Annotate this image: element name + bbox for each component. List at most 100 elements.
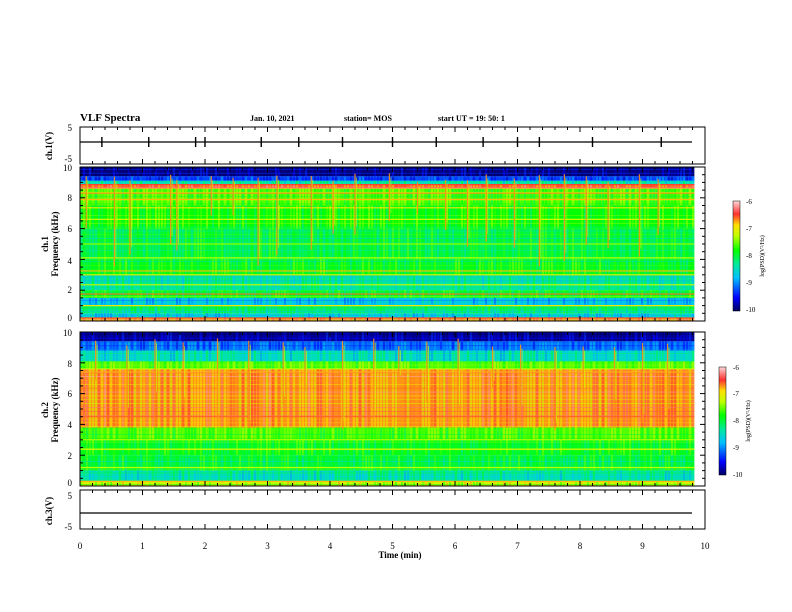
- spectrogram-speckle: [335, 350, 337, 362]
- spectrogram-speckle: [449, 350, 451, 362]
- spectrogram-speckle: [536, 368, 538, 428]
- spectrogram-speckle: [359, 274, 361, 291]
- spectrogram-speckle: [134, 183, 136, 189]
- spectrogram-speckle: [107, 368, 109, 428]
- spectrogram-speckle: [566, 176, 568, 181]
- spectrogram-speckle: [401, 350, 403, 362]
- spectrogram-speckle: [86, 274, 88, 291]
- spectrogram-speckle: [677, 259, 679, 275]
- spectrogram-speckle: [368, 305, 370, 314]
- spectrogram-speckle: [347, 176, 349, 181]
- spectrogram-speckle: [110, 470, 112, 482]
- spectrogram-speckle: [671, 167, 673, 177]
- spectrogram-speckle: [638, 297, 640, 306]
- spectrogram-speckle: [644, 167, 646, 177]
- spectrogram-speckle: [245, 297, 247, 306]
- spectrogram-speckle: [467, 259, 469, 275]
- spectrogram-speckle: [515, 481, 517, 486]
- spectrogram-speckle: [602, 259, 604, 275]
- spectrogram-speckle: [98, 259, 100, 275]
- spectrogram-speckle: [212, 368, 214, 428]
- spectrogram-speckle: [572, 470, 574, 482]
- spectrogram-speckle: [227, 439, 229, 456]
- spectrogram-speckle: [302, 167, 304, 177]
- spectrogram-speckle: [452, 188, 454, 206]
- spectrogram-speckle: [524, 259, 526, 275]
- spectrogram-speckle: [80, 368, 82, 428]
- spectrogram-speckle: [656, 481, 658, 486]
- spectrogram-speckle: [542, 439, 544, 456]
- spectrogram-speckle: [533, 368, 535, 428]
- spectrogram-speckle: [251, 176, 253, 181]
- spectrogram-speckle: [179, 297, 181, 306]
- spectrogram-speckle: [332, 470, 334, 482]
- spectrogram-speckle: [368, 427, 370, 440]
- spectrogram-speckle: [239, 332, 241, 342]
- spectrogram-speckle: [134, 470, 136, 482]
- spectrogram-speckle: [614, 274, 616, 291]
- spectrogram-speckle: [269, 259, 271, 275]
- spectrogram-speckle: [503, 470, 505, 482]
- spectrogram-speckle: [347, 297, 349, 306]
- spectrogram-speckle: [356, 274, 358, 291]
- spectrogram-speckle: [92, 368, 94, 428]
- spectrogram-speckle: [446, 427, 448, 440]
- spectrogram-speckle: [575, 297, 577, 306]
- spectrogram-speckle: [545, 274, 547, 291]
- spectrogram-speckle: [386, 180, 388, 184]
- spectrogram-speckle: [503, 176, 505, 181]
- spectrogram-speckle: [326, 297, 328, 306]
- spectrogram-speckle: [590, 176, 592, 181]
- spectrogram-speckle: [140, 470, 142, 482]
- spectrogram-speckle: [611, 259, 613, 275]
- spectrogram-speckle: [425, 188, 427, 206]
- spectrogram-speckle: [455, 259, 457, 275]
- spectrogram-speckle: [392, 368, 394, 428]
- spectrogram-speckle: [350, 427, 352, 440]
- spectrogram-speckle: [587, 305, 589, 314]
- spectrogram-speckle: [434, 259, 436, 275]
- spectrogram-speckle: [554, 470, 556, 482]
- spectrogram-speckle: [296, 274, 298, 291]
- spectrogram-speckle: [110, 167, 112, 177]
- spectrogram-speckle: [431, 259, 433, 275]
- spectrogram-speckle: [554, 439, 556, 456]
- spectrogram-speckle: [599, 180, 601, 184]
- spectrogram-speckle: [182, 274, 184, 291]
- spectrogram-speckle: [665, 481, 667, 486]
- spectrogram-speckle: [470, 368, 472, 428]
- spectrogram-speckle: [275, 350, 277, 362]
- spectrogram-speckle: [197, 183, 199, 189]
- spectrogram-speckle: [113, 455, 115, 471]
- spectrogram-speckle: [302, 368, 304, 428]
- spectrogram-speckle: [362, 183, 364, 189]
- spectrogram-speckle: [179, 439, 181, 456]
- spectrogram-speckle: [224, 305, 226, 314]
- spectrogram-speckle: [116, 188, 118, 206]
- spectrogram-speckle: [386, 439, 388, 456]
- spectrogram-speckle: [164, 455, 166, 471]
- spectrogram-speckle: [356, 183, 358, 189]
- spectrogram-speckle: [398, 274, 400, 291]
- spectrogram-speckle: [185, 481, 187, 486]
- spectrogram-speckle: [422, 167, 424, 177]
- spectrogram-speckle: [173, 297, 175, 306]
- spectrogram-speckle: [308, 180, 310, 184]
- spectrogram-speckle: [242, 305, 244, 314]
- spectrogram-speckle: [395, 332, 397, 342]
- spectrogram-speckle: [290, 274, 292, 291]
- spectrogram-speckle: [116, 305, 118, 314]
- spectrogram-speckle: [359, 297, 361, 306]
- spectrogram-speckle: [533, 470, 535, 482]
- spectrogram-speckle: [191, 205, 193, 229]
- spectrogram-speckle: [512, 297, 514, 306]
- spectrogram-speckle: [524, 350, 526, 362]
- spectrogram-speckle: [467, 176, 469, 181]
- spectrogram-speckle: [92, 470, 94, 482]
- spectrogram-speckle: [383, 368, 385, 428]
- spectrogram-speckle: [128, 427, 130, 440]
- spectrogram-speckle: [446, 455, 448, 471]
- spectrogram-speckle: [662, 455, 664, 471]
- spectrogram-speckle: [671, 470, 673, 482]
- spectrogram-speckle: [389, 180, 391, 184]
